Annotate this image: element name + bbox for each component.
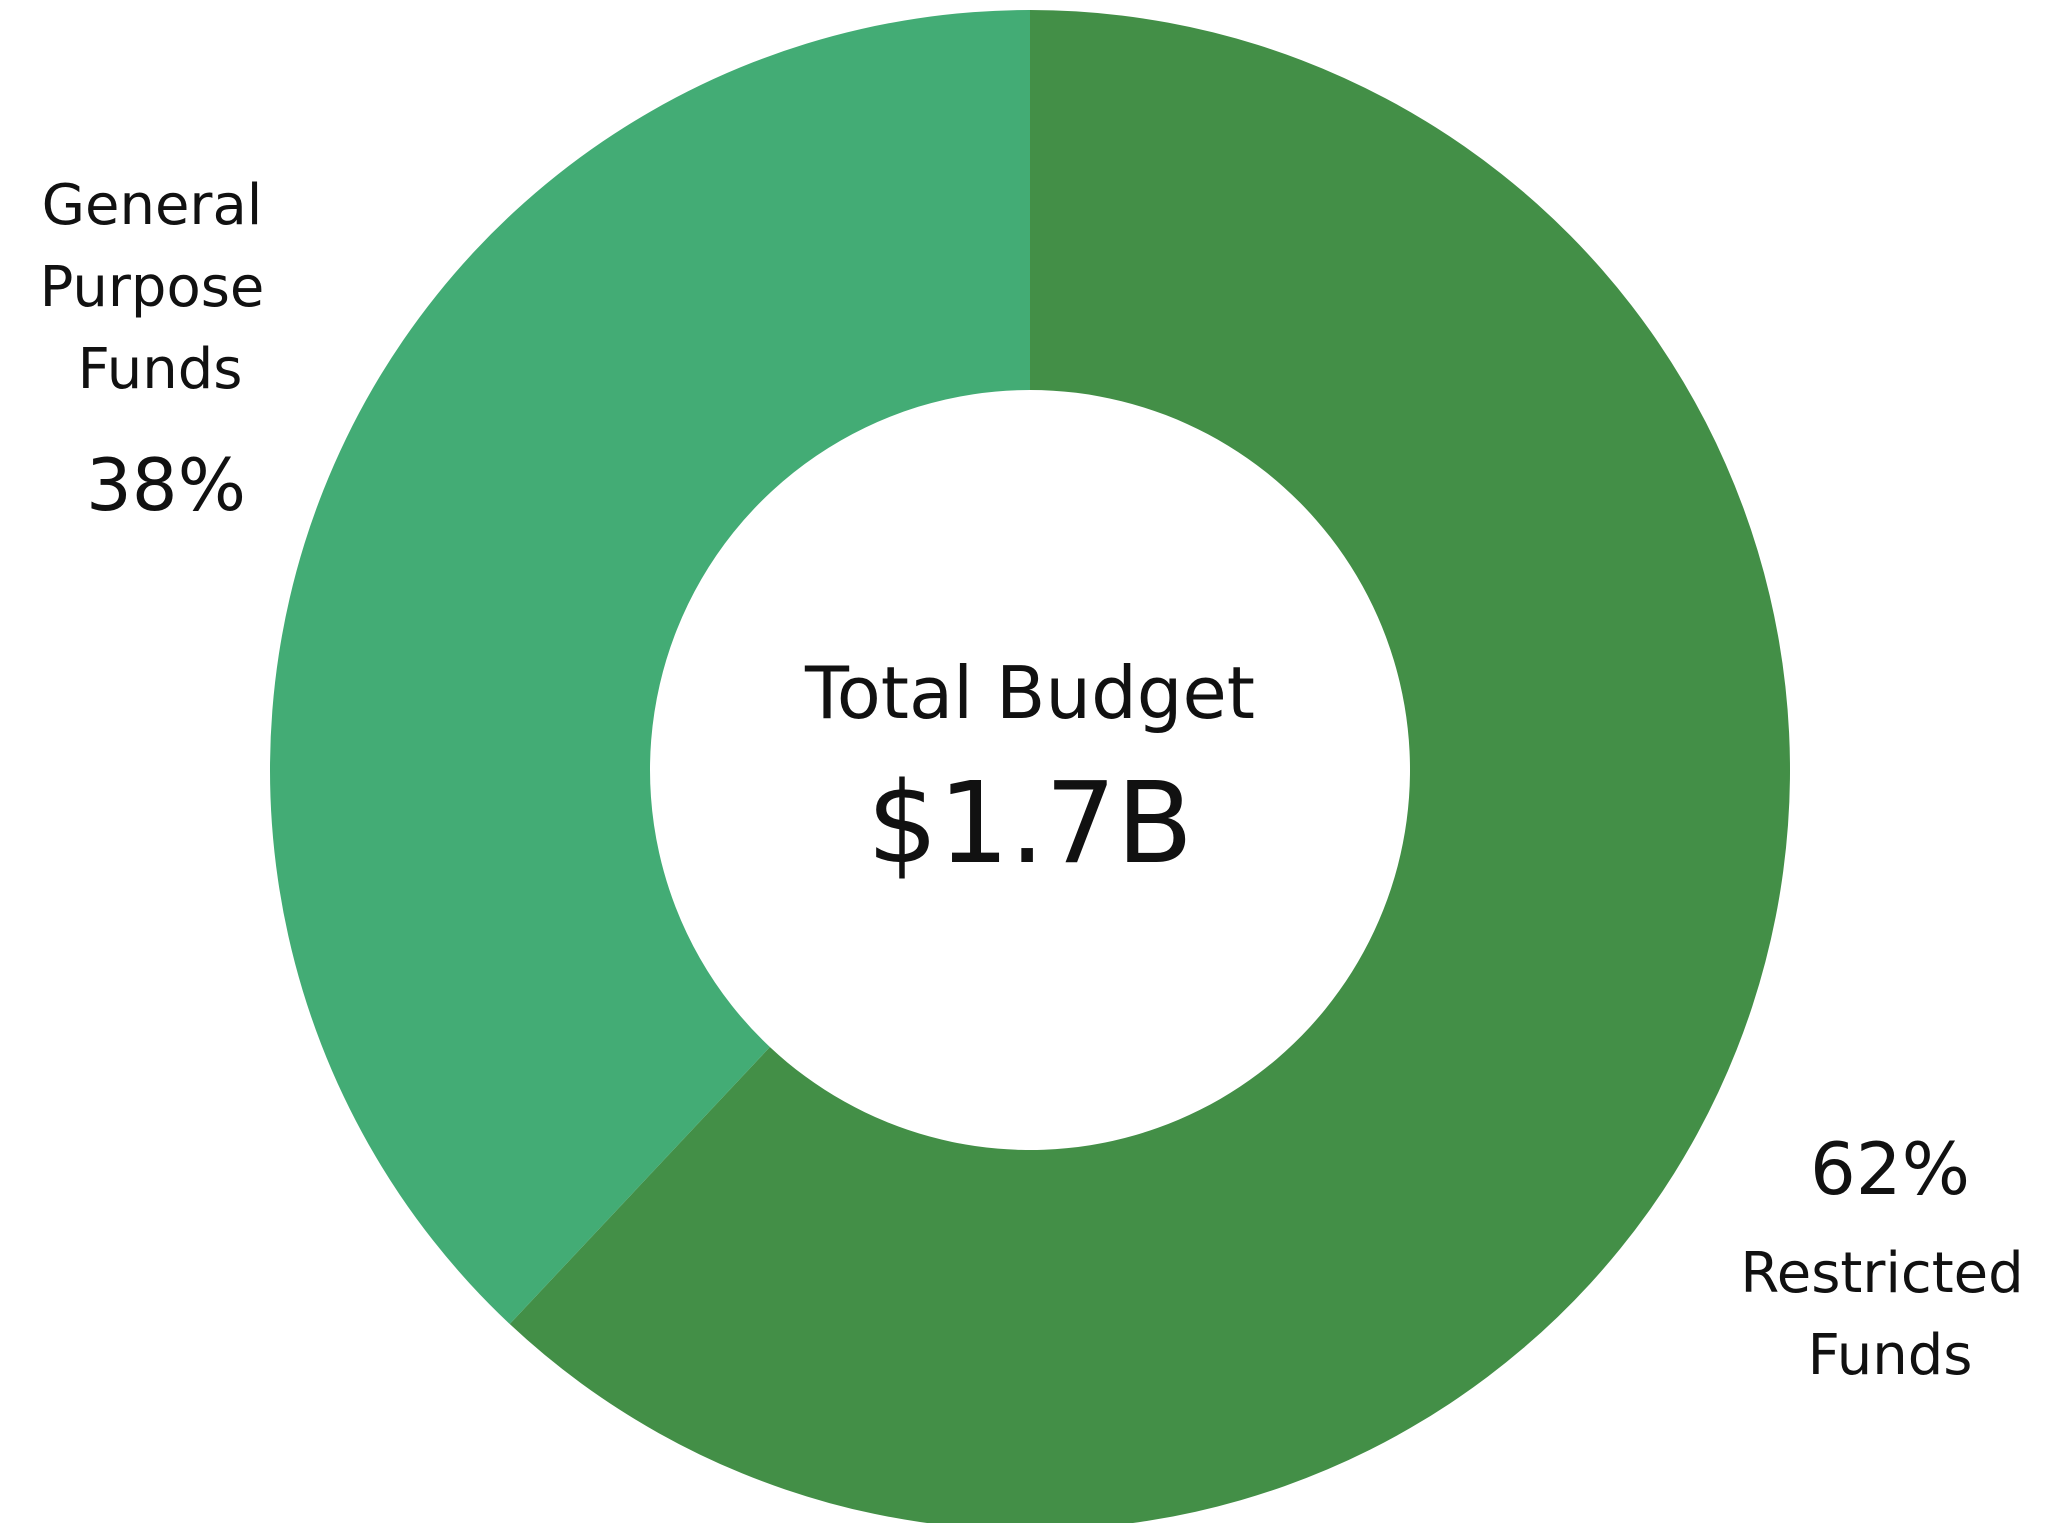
slice-name-line: Restricted [1740, 1241, 2023, 1306]
slice-label-restricted: 62% Restricted Funds [1740, 1127, 2023, 1388]
center-value: $1.7B [867, 759, 1193, 889]
slices-layer [269, 10, 1790, 1527]
slice-name-line: Purpose [40, 255, 265, 320]
slice-name-line: General [42, 173, 263, 238]
slice-name-line: Funds [1808, 1323, 1973, 1388]
slice-percent-label: 62% [1810, 1127, 1970, 1211]
donut-slice-general-purpose-funds [269, 10, 1031, 1325]
slice-name-line: Funds [78, 337, 243, 402]
slice-label-general-purpose: General Purpose Funds 38% [40, 173, 265, 527]
slice-percent-label: 38% [86, 443, 246, 527]
donut-slice-restricted-funds [509, 10, 1790, 1527]
center-label: Total Budget [804, 651, 1255, 735]
